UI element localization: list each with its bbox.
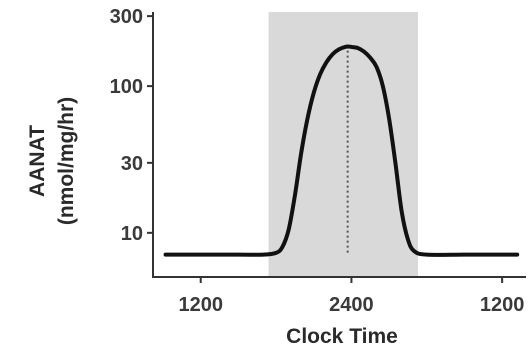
plot-area — [163, 12, 520, 277]
y-axis-title: AANAT — [26, 125, 49, 197]
y-tick-label-30: 30 — [121, 153, 143, 175]
y-tick-label-10: 10 — [121, 223, 143, 245]
x-tick-label-0: 1200 — [178, 294, 223, 316]
series-line-0 — [163, 44, 520, 257]
dark-period-shading — [268, 12, 418, 277]
y-tick-label-300: 300 — [110, 6, 143, 28]
x-axis-title: Clock Time — [286, 325, 398, 348]
x-tick-label-1: 2400 — [329, 294, 374, 316]
axes: 10 30 100 300 1200 2400 1200 — [110, 6, 526, 316]
y-tick-label-100: 100 — [110, 76, 143, 98]
x-tick-label-2: 1200 — [480, 294, 525, 316]
y-axis-unit: (nmol/mg/hr) — [55, 97, 78, 225]
axis-labels: Clock Time AANAT (nmol/mg/hr) — [26, 97, 398, 348]
